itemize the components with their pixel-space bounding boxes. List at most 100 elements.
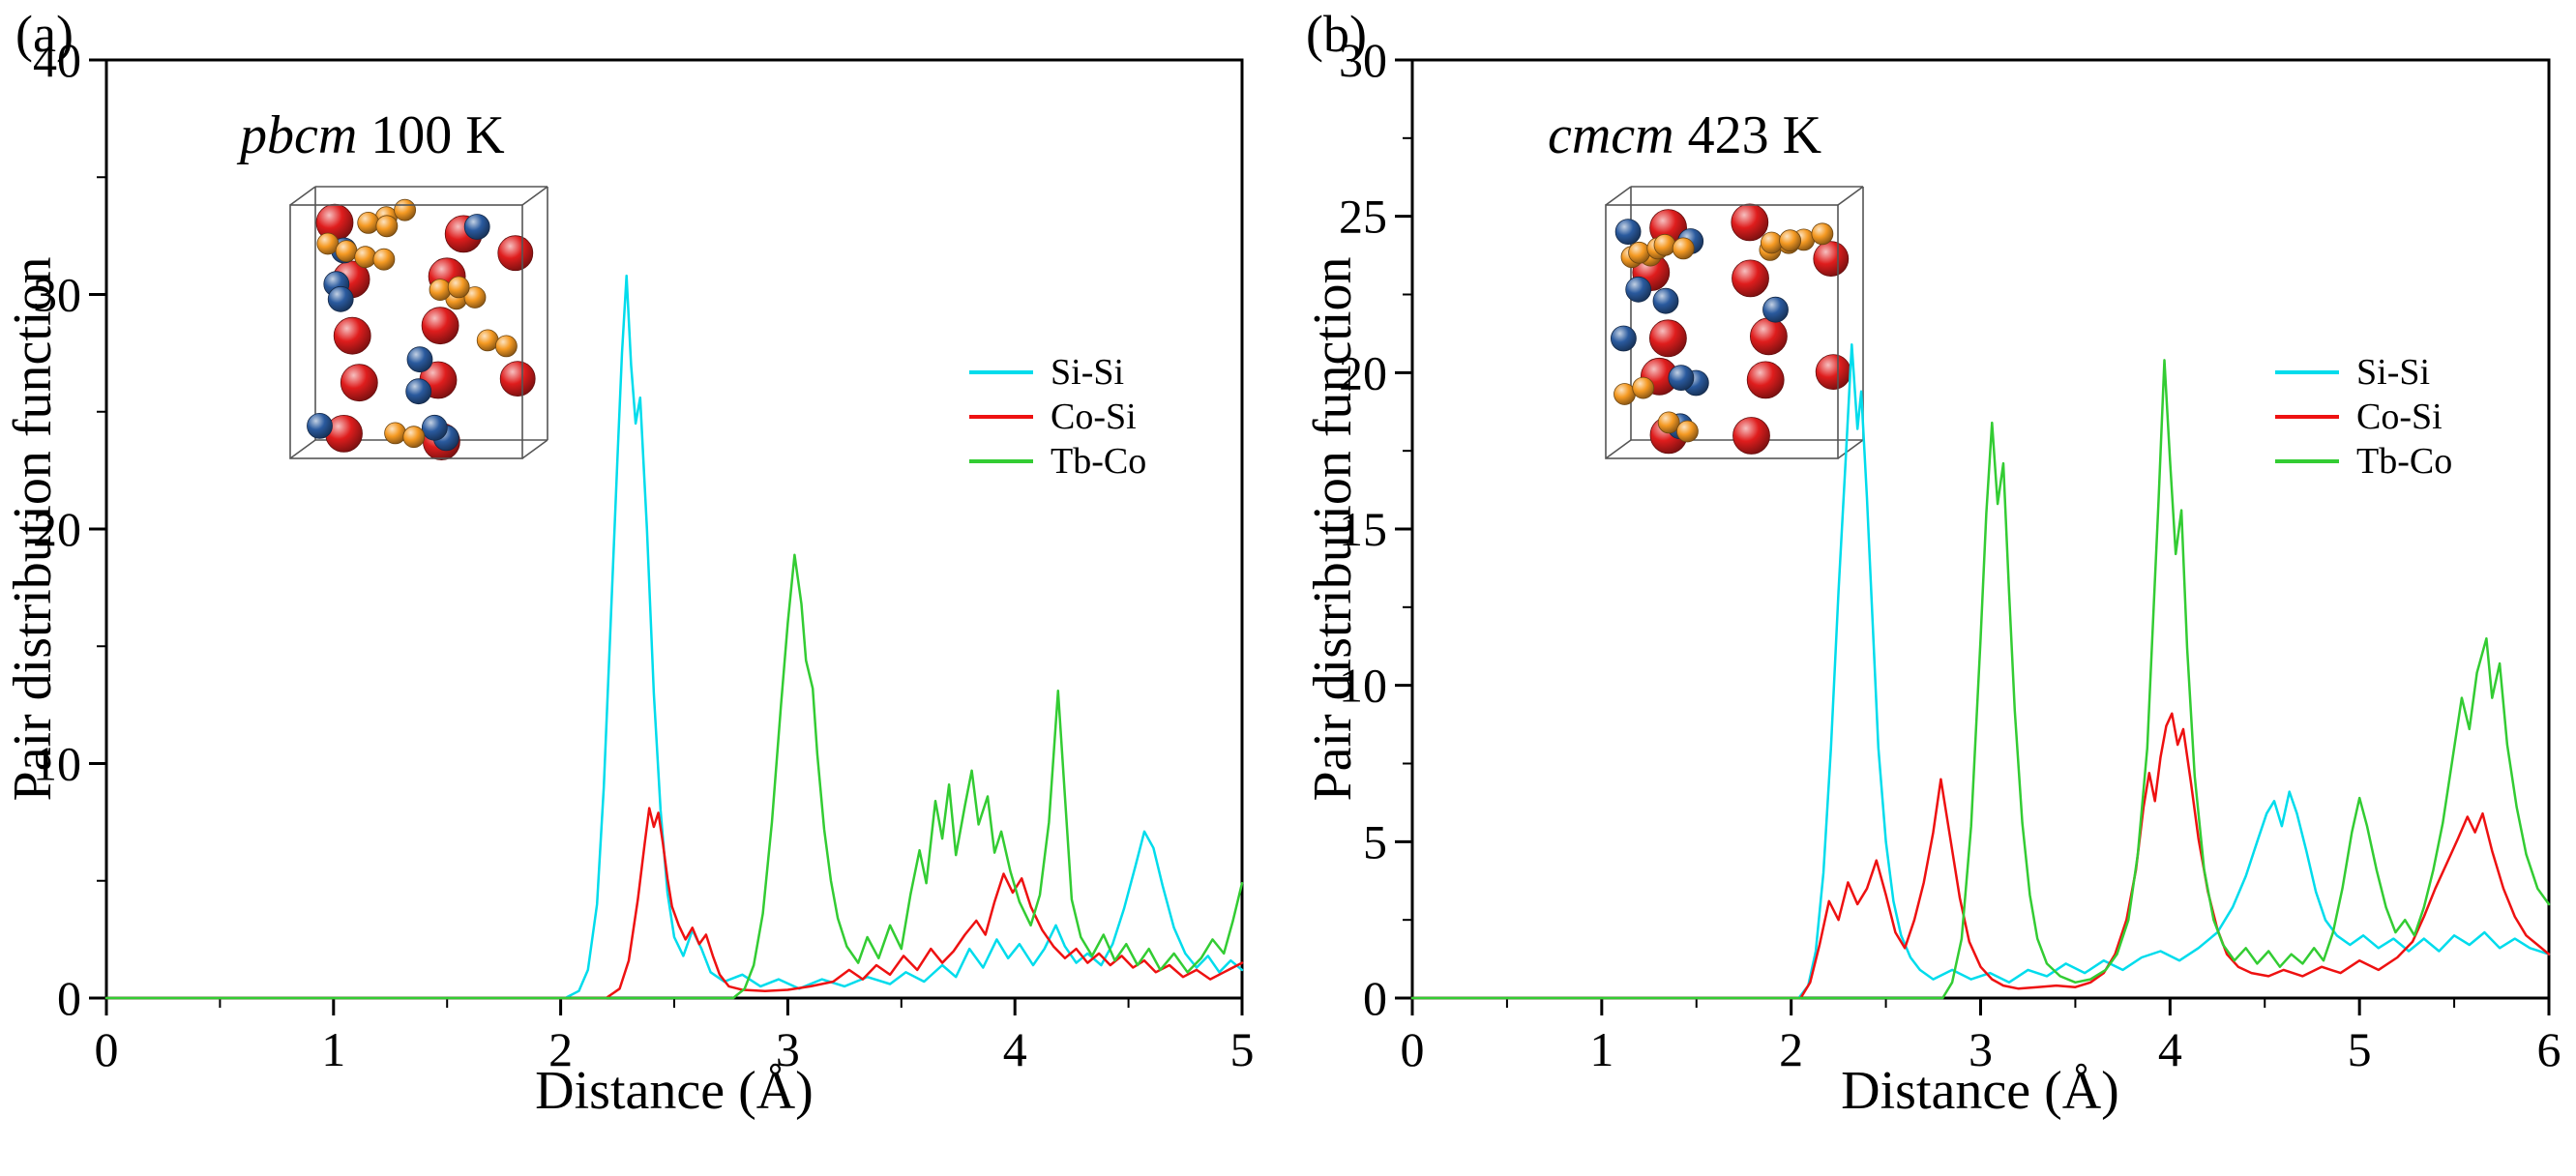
atom-si xyxy=(394,198,417,221)
atom-si xyxy=(1614,383,1636,405)
legend-item: Si-Si xyxy=(2275,352,2452,393)
panel-label-b: (b) xyxy=(1306,5,1367,63)
legend-b: Si-Si Co-Si Tb-Co xyxy=(2275,352,2452,482)
atom-si xyxy=(384,422,407,445)
x-axis-title-b: Distance (Å) xyxy=(1841,1061,2119,1121)
legend-line-si-si xyxy=(969,370,1033,374)
atom-si xyxy=(447,276,470,299)
atom-si xyxy=(429,279,452,302)
y-tick-label: 10 xyxy=(1339,659,1387,713)
x-tick-label: 3 xyxy=(776,1022,800,1076)
series-line-si-si xyxy=(104,274,1244,1000)
atom-si xyxy=(1811,222,1834,246)
atom-tb xyxy=(1749,317,1788,356)
panel-label-a: (a) xyxy=(15,5,74,63)
series-line-co-si xyxy=(1410,712,2551,1000)
atom-si xyxy=(1672,237,1695,260)
legend-label: Si-Si xyxy=(2356,352,2431,393)
atom-si xyxy=(463,286,487,309)
panel-b: 0 1 2 3 4 5 6 0 5 10 15 20 25 30 (b) cmcm 423 K Pair … xyxy=(1287,0,2576,1176)
atom-tb xyxy=(1813,241,1850,278)
atom-co xyxy=(1610,325,1637,352)
y-tick-label: 0 xyxy=(57,971,81,1025)
legend-item: Si-Si xyxy=(969,352,1146,393)
x-tick-label: 0 xyxy=(1401,1022,1425,1076)
series-line-tb-co xyxy=(104,553,1244,1000)
atom-si xyxy=(372,248,396,271)
legend-item: Co-Si xyxy=(2275,397,2452,437)
chart-canvas-b: 0 1 2 3 4 5 6 0 5 10 15 20 25 30 xyxy=(1339,33,2561,1076)
atom-tb xyxy=(1732,417,1770,455)
x-tick-label: 2 xyxy=(548,1022,573,1076)
x-tick-label: 5 xyxy=(2348,1022,2372,1076)
legend-item: Tb-Co xyxy=(2275,441,2452,482)
y-tick-label: 5 xyxy=(1363,814,1387,868)
atom-si xyxy=(335,240,358,263)
atom-tb xyxy=(1815,354,1851,391)
legend-item: Co-Si xyxy=(969,397,1146,437)
atom-si xyxy=(495,335,518,358)
atom-tb xyxy=(1732,259,1769,298)
plot-title-b: cmcm 423 K xyxy=(1548,108,1821,162)
atom-co xyxy=(405,378,432,405)
x-tick-label: 4 xyxy=(1003,1022,1027,1076)
x-tick-label: 2 xyxy=(1779,1022,1803,1076)
legend-a: Si-Si Co-Si Tb-Co xyxy=(969,352,1146,482)
y-tick-label: 25 xyxy=(1339,190,1387,244)
atom-co xyxy=(307,412,333,439)
legend-line-co-si xyxy=(969,415,1033,419)
crystal-structure-inset xyxy=(289,186,548,461)
series-line-co-si xyxy=(104,807,1244,1000)
y-tick-label: 0 xyxy=(1363,971,1387,1025)
series-line-si-si xyxy=(1410,342,2551,1000)
x-tick-label: 6 xyxy=(2537,1022,2561,1076)
axis-frame xyxy=(104,58,1244,1000)
crystal-structure-inset xyxy=(1605,186,1864,459)
y-tick-label: 20 xyxy=(1339,345,1387,399)
y-tick-label: 10 xyxy=(33,737,81,791)
legend-line-si-si xyxy=(2275,370,2339,374)
x-tick-label: 3 xyxy=(1969,1022,1993,1076)
y-tick-label: 30 xyxy=(1339,33,1387,87)
temperature-label-a: 100 K xyxy=(370,105,505,165)
x-tick-label: 1 xyxy=(321,1022,345,1076)
temperature-label-b: 423 K xyxy=(1687,105,1822,165)
atom-tb xyxy=(497,235,534,272)
x-axis-title-a: Distance (Å) xyxy=(535,1061,814,1121)
legend-label: Co-Si xyxy=(2356,397,2443,437)
x-tick-label: 5 xyxy=(1230,1022,1255,1076)
y-tick-label: 15 xyxy=(1339,502,1387,556)
atom-si xyxy=(1657,411,1680,434)
atom-co xyxy=(1668,365,1695,392)
atom-co xyxy=(463,214,490,240)
atom-si xyxy=(1779,229,1801,252)
atom-tb xyxy=(1648,319,1687,358)
atom-tb xyxy=(499,361,536,397)
atom-si xyxy=(1760,231,1783,254)
legend-label: Si-Si xyxy=(1051,352,1125,393)
atom-tb xyxy=(421,307,459,345)
axis-frame xyxy=(1410,58,2551,1000)
series-line-tb-co xyxy=(1410,359,2551,1000)
atom-co xyxy=(406,346,433,373)
atom-si xyxy=(354,246,377,269)
panel-a: 0 1 2 3 4 5 0 10 20 30 40 (a) pbcm 100 K Pair dist… xyxy=(0,0,1287,1176)
x-tick-label: 1 xyxy=(1589,1022,1614,1076)
atom-co xyxy=(1652,287,1679,314)
phase-name-a: pbcm xyxy=(240,105,358,165)
atom-tb xyxy=(1731,203,1769,242)
atom-si xyxy=(1675,420,1699,443)
legend-label: Tb-Co xyxy=(2356,441,2453,482)
atom-co xyxy=(327,285,354,312)
chart-canvas-a: 0 1 2 3 4 5 0 10 20 30 40 xyxy=(33,33,1255,1076)
x-tick-label: 4 xyxy=(2158,1022,2182,1076)
legend-label: Co-Si xyxy=(1051,397,1137,437)
atom-co xyxy=(421,414,448,441)
x-tick-label: 0 xyxy=(95,1022,119,1076)
legend-label: Tb-Co xyxy=(1051,441,1147,482)
atom-si xyxy=(402,426,426,449)
atom-co xyxy=(1625,276,1652,303)
atom-co xyxy=(1614,219,1642,246)
legend-line-co-si xyxy=(2275,415,2339,419)
